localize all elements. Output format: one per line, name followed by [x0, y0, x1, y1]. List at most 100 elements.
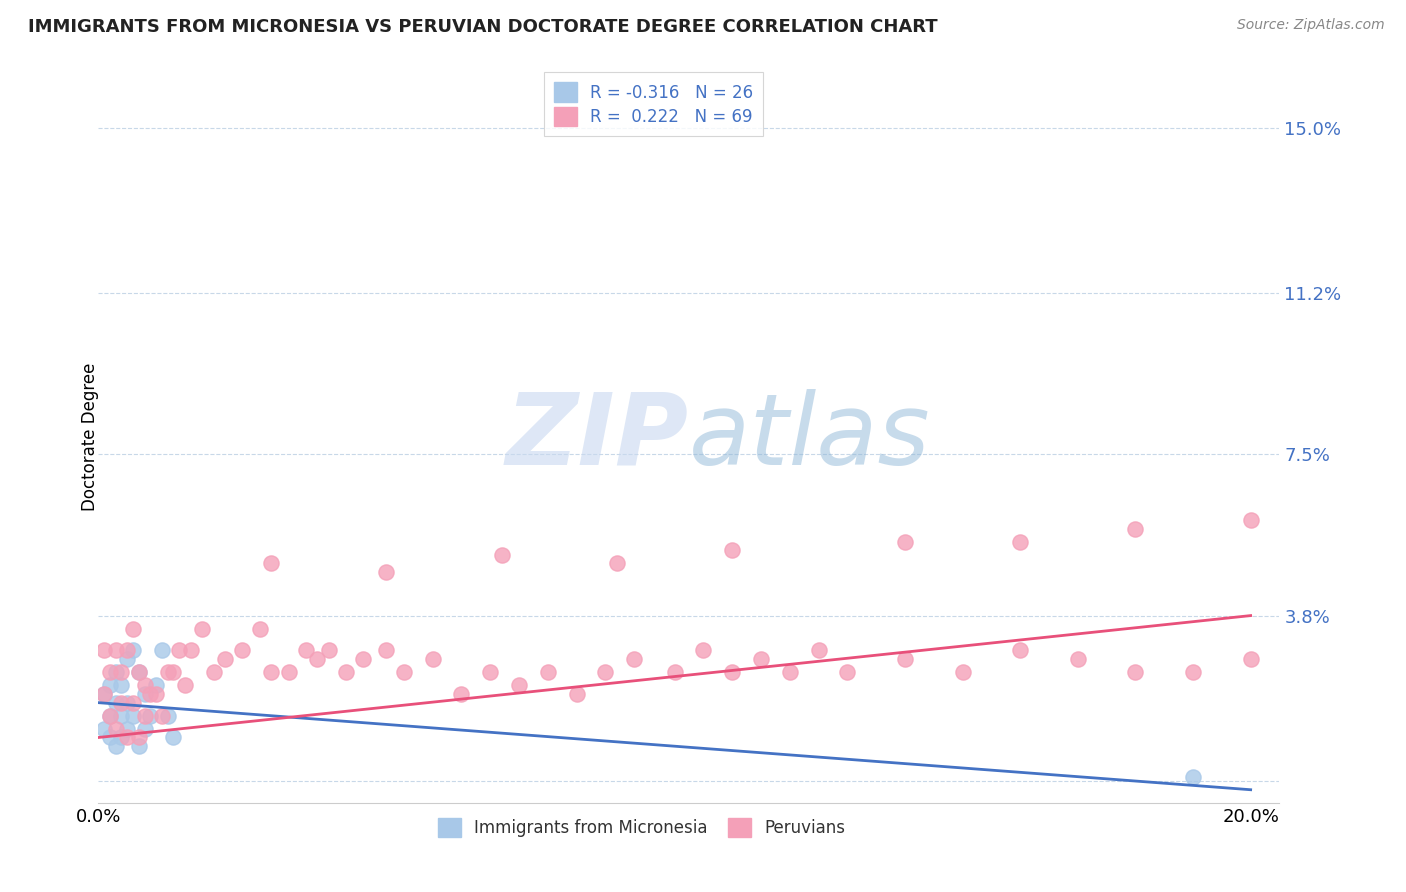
Point: [894, 652, 917, 666]
Point: [837, 665, 859, 680]
Point: [606, 557, 628, 571]
Point: [318, 643, 340, 657]
Point: [93, 722, 115, 736]
Point: [134, 722, 156, 736]
Point: [249, 622, 271, 636]
Point: [1010, 643, 1032, 657]
Point: [98, 678, 121, 692]
Point: [98, 731, 121, 745]
Point: [162, 731, 184, 745]
Point: [104, 722, 127, 736]
Point: [1125, 521, 1147, 535]
Point: [167, 643, 190, 657]
Point: [128, 739, 150, 754]
Point: [335, 665, 357, 680]
Point: [894, 534, 917, 549]
Point: [139, 708, 162, 723]
Point: [664, 665, 686, 680]
Point: [375, 643, 398, 657]
Point: [352, 652, 374, 666]
Y-axis label: Doctorate Degree: Doctorate Degree: [82, 363, 98, 511]
Point: [115, 696, 138, 710]
Point: [422, 652, 444, 666]
Point: [202, 665, 225, 680]
Point: [150, 643, 173, 657]
Point: [98, 665, 121, 680]
Point: [150, 708, 173, 723]
Point: [1182, 665, 1205, 680]
Point: [537, 665, 560, 680]
Point: [128, 665, 150, 680]
Point: [139, 687, 162, 701]
Point: [122, 696, 145, 710]
Point: [392, 665, 415, 680]
Point: [145, 687, 167, 701]
Point: [779, 665, 801, 680]
Point: [692, 643, 714, 657]
Point: [156, 665, 179, 680]
Point: [214, 652, 236, 666]
Point: [1010, 534, 1032, 549]
Point: [93, 687, 115, 701]
Point: [122, 708, 145, 723]
Text: IMMIGRANTS FROM MICRONESIA VS PERUVIAN DOCTORATE DEGREE CORRELATION CHART: IMMIGRANTS FROM MICRONESIA VS PERUVIAN D…: [28, 18, 938, 36]
Point: [110, 731, 132, 745]
Point: [191, 622, 214, 636]
Point: [952, 665, 974, 680]
Point: [1067, 652, 1090, 666]
Point: [104, 665, 127, 680]
Point: [491, 548, 513, 562]
Point: [307, 652, 329, 666]
Point: [162, 665, 184, 680]
Point: [1125, 665, 1147, 680]
Point: [115, 643, 138, 657]
Point: [98, 708, 121, 723]
Point: [104, 643, 127, 657]
Point: [1182, 770, 1205, 784]
Point: [156, 708, 179, 723]
Point: [104, 739, 127, 754]
Point: [180, 643, 202, 657]
Point: [173, 678, 195, 692]
Point: [375, 565, 398, 579]
Text: ZIP: ZIP: [506, 389, 689, 485]
Point: [721, 543, 744, 558]
Point: [277, 665, 299, 680]
Point: [128, 731, 150, 745]
Point: [1240, 513, 1263, 527]
Point: [260, 557, 283, 571]
Point: [508, 678, 530, 692]
Text: Source: ZipAtlas.com: Source: ZipAtlas.com: [1237, 18, 1385, 32]
Point: [104, 696, 127, 710]
Point: [479, 665, 502, 680]
Point: [595, 665, 617, 680]
Point: [295, 643, 318, 657]
Point: [260, 665, 283, 680]
Point: [115, 731, 138, 745]
Point: [93, 687, 115, 701]
Text: atlas: atlas: [689, 389, 931, 485]
Point: [110, 678, 132, 692]
Point: [115, 652, 138, 666]
Point: [93, 643, 115, 657]
Point: [231, 643, 253, 657]
Point: [1240, 652, 1263, 666]
Point: [110, 708, 132, 723]
Point: [122, 643, 145, 657]
Point: [749, 652, 772, 666]
Point: [145, 678, 167, 692]
Legend: Immigrants from Micronesia, Peruvians: Immigrants from Micronesia, Peruvians: [429, 810, 853, 846]
Point: [122, 622, 145, 636]
Point: [807, 643, 830, 657]
Point: [565, 687, 588, 701]
Point: [623, 652, 645, 666]
Point: [134, 708, 156, 723]
Point: [128, 665, 150, 680]
Point: [134, 678, 156, 692]
Point: [115, 722, 138, 736]
Point: [98, 708, 121, 723]
Point: [721, 665, 744, 680]
Point: [110, 696, 132, 710]
Point: [134, 687, 156, 701]
Point: [450, 687, 472, 701]
